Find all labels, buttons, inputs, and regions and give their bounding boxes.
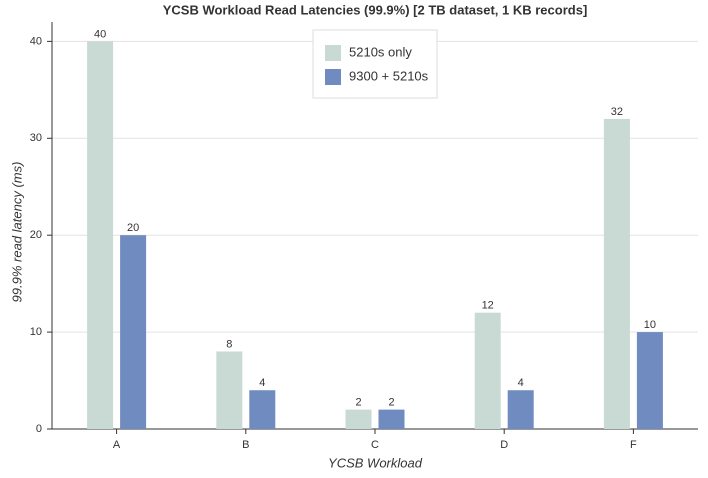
- legend-label: 9300 + 5210s: [349, 68, 429, 83]
- value-label: 20: [127, 222, 139, 234]
- value-label: 8: [226, 338, 232, 350]
- value-label: 12: [482, 300, 494, 312]
- bar: [603, 118, 630, 430]
- bar: [216, 351, 243, 429]
- y-axis-label: 99.9% read latency (ms): [9, 162, 24, 303]
- value-label: 32: [611, 106, 623, 118]
- x-tick-label: C: [371, 439, 379, 451]
- y-tick-label: 20: [30, 229, 42, 241]
- x-axis-label: YCSB Workload: [328, 455, 423, 470]
- bar: [378, 409, 405, 429]
- x-tick-label: B: [242, 439, 249, 451]
- y-tick-label: 0: [36, 423, 42, 435]
- legend: 5210s only 9300 + 5210s: [312, 29, 438, 99]
- bar: [636, 332, 663, 429]
- y-tick-label: 10: [30, 326, 42, 338]
- value-label: 40: [94, 28, 106, 40]
- value-label: 10: [644, 319, 656, 331]
- value-label: 2: [388, 397, 394, 409]
- value-label: 4: [518, 377, 524, 389]
- bar: [249, 390, 276, 429]
- legend-swatch: [325, 45, 341, 61]
- chart-title: YCSB Workload Read Latencies (99.9%) [2 …: [163, 2, 588, 17]
- x-tick-label: A: [113, 439, 121, 451]
- y-tick-label: 30: [30, 132, 42, 144]
- bar: [507, 390, 534, 429]
- x-tick-label: D: [500, 439, 508, 451]
- bar: [474, 312, 501, 429]
- y-tick-label: 40: [30, 35, 42, 47]
- value-label: 2: [355, 397, 361, 409]
- legend-label: 5210s only: [349, 44, 412, 59]
- legend-box: [312, 29, 438, 99]
- bar: [120, 235, 147, 429]
- value-label: 4: [259, 377, 265, 389]
- legend-swatch: [325, 69, 341, 85]
- bar: [345, 409, 372, 429]
- bar: [87, 41, 114, 429]
- x-tick-label: F: [630, 439, 637, 451]
